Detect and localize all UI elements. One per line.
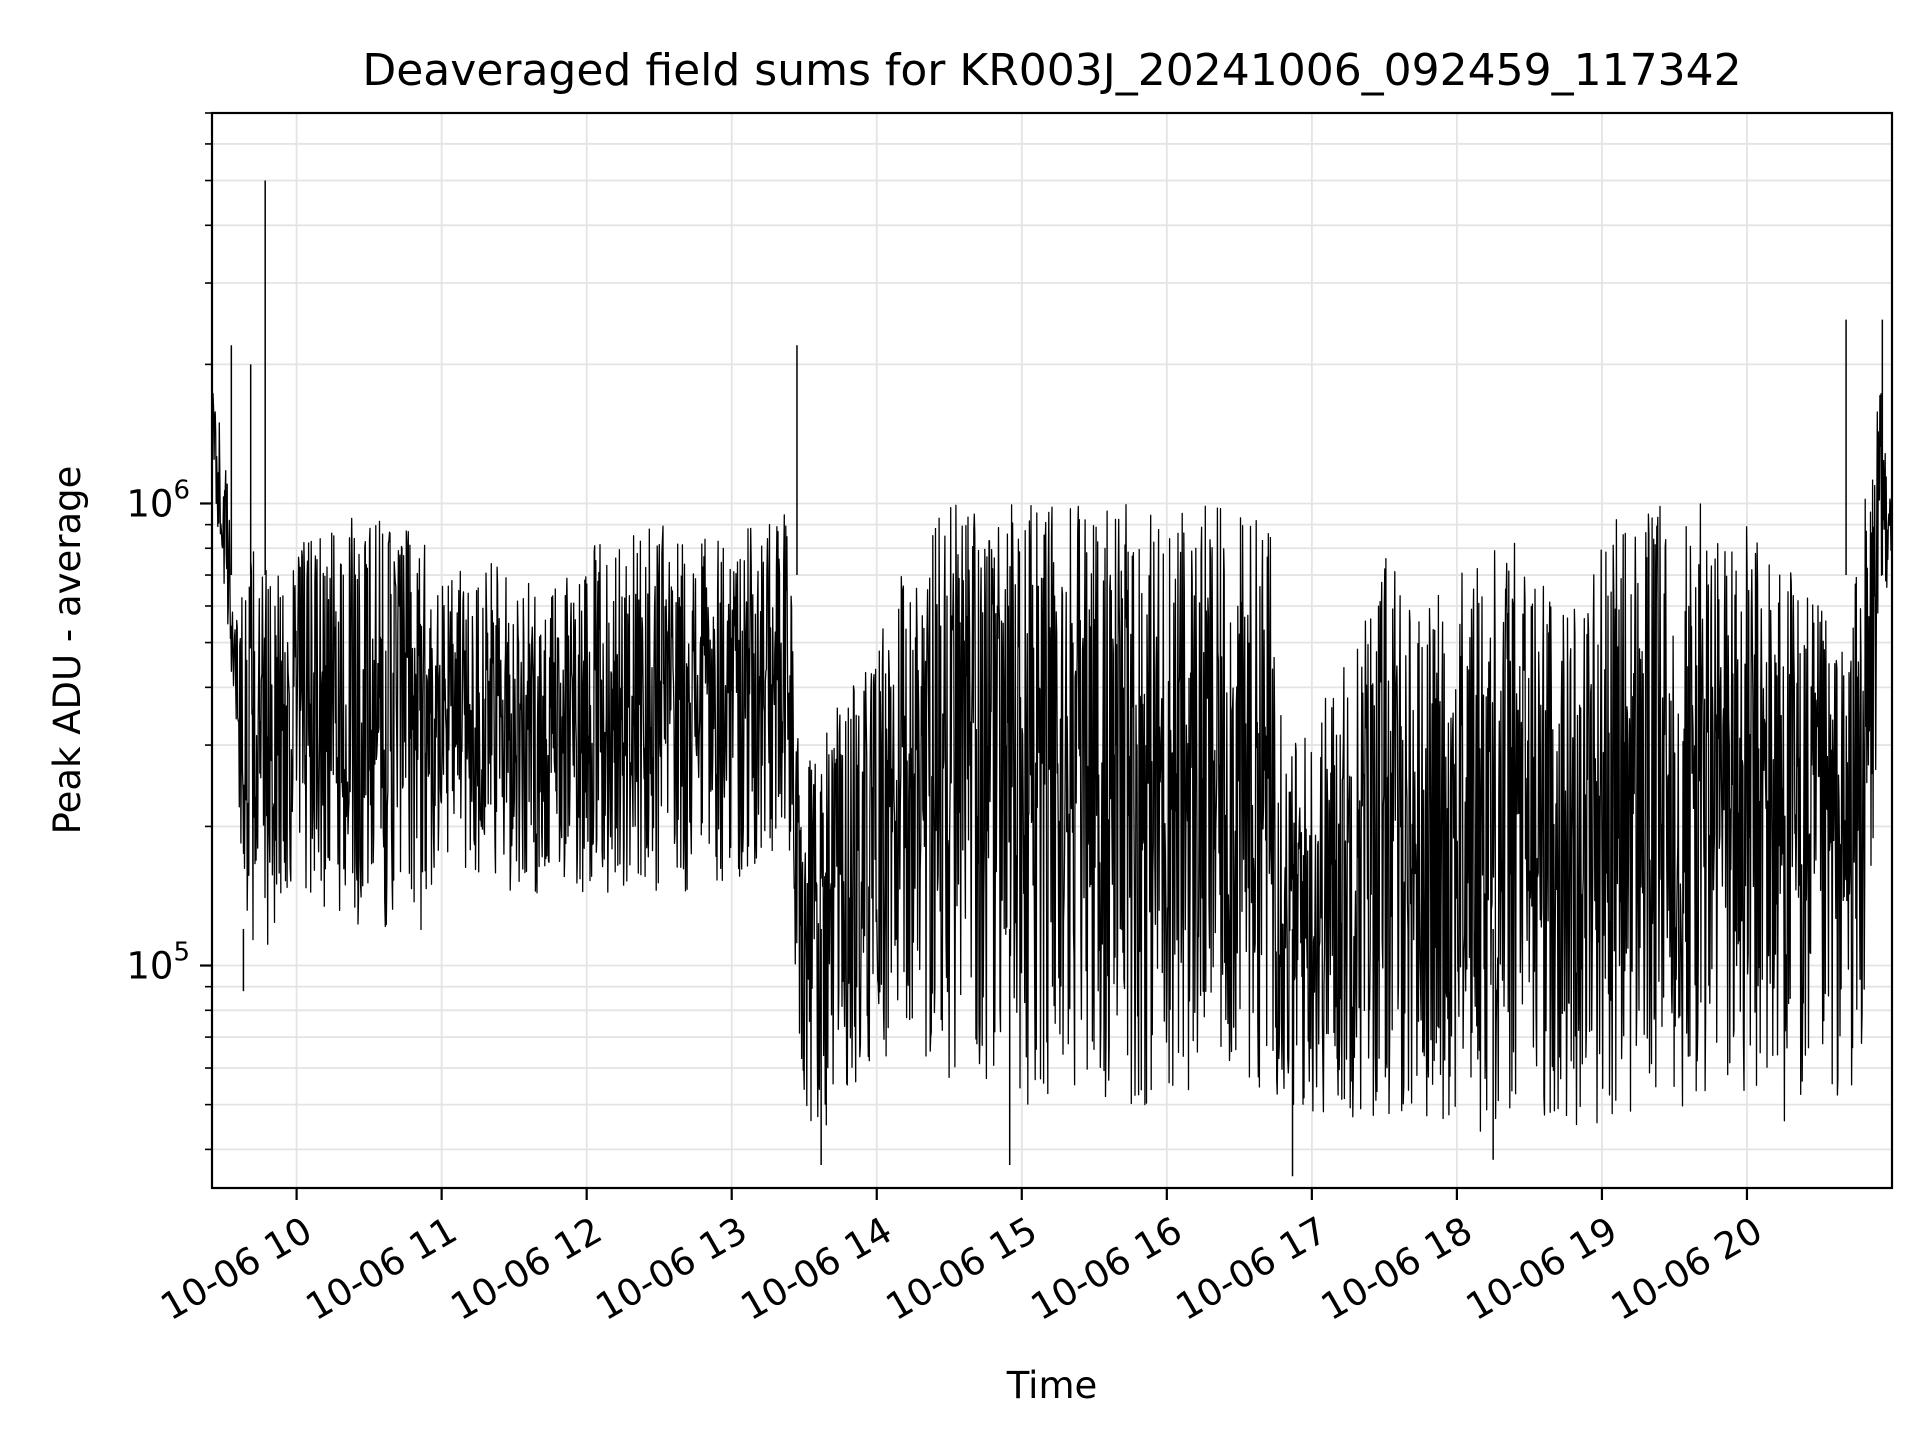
y-axis-label: Peak ADU - average xyxy=(46,466,89,835)
data-series xyxy=(211,180,1893,1177)
chart-title: Deaveraged field sums for KR003J_2024100… xyxy=(362,45,1741,96)
y-tick-label: 106 xyxy=(126,475,190,525)
x-axis-label: Time xyxy=(1006,1364,1098,1407)
y-tick-label: 105 xyxy=(126,938,190,988)
series-line xyxy=(211,392,1893,1132)
plot-frame xyxy=(210,111,1894,1190)
